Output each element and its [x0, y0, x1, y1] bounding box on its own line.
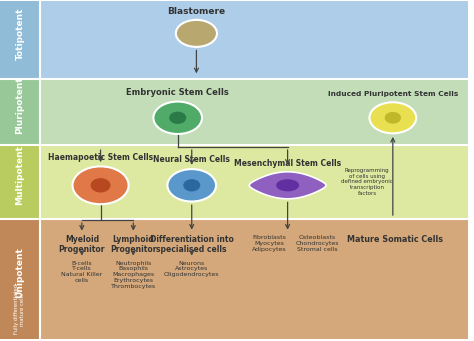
Text: B-cells
T-cells
Natural Killer
cells: B-cells T-cells Natural Killer cells [61, 261, 102, 283]
FancyBboxPatch shape [0, 1, 40, 79]
Text: Neutrophils
Basophils
Macrophages
Erythrocytes
Thrombocytes: Neutrophils Basophils Macrophages Erythr… [111, 261, 156, 289]
Text: Neural Stem Cells: Neural Stem Cells [153, 155, 230, 164]
Ellipse shape [167, 169, 216, 202]
Text: Unipotent: Unipotent [15, 247, 24, 298]
Text: Neurons
Astrocytes
Oligodendrocytes: Neurons Astrocytes Oligodendrocytes [164, 261, 219, 277]
Text: Embryonic Stem Cells: Embryonic Stem Cells [127, 88, 229, 97]
Text: Osteoblasts
Chondrocytes
Stromal cells: Osteoblasts Chondrocytes Stromal cells [295, 235, 339, 252]
Polygon shape [249, 172, 326, 199]
Text: Reprogramming
of cells using
defined embryonic
transcription
factors: Reprogramming of cells using defined emb… [341, 168, 393, 196]
Text: Totipotent: Totipotent [15, 7, 24, 60]
FancyBboxPatch shape [40, 1, 468, 79]
Text: Fully differentiated
mature cells: Fully differentiated mature cells [15, 284, 25, 335]
Text: Differentiation into
specialised cells: Differentiation into specialised cells [150, 235, 234, 254]
Text: Haemapoetic Stem Cells: Haemapoetic Stem Cells [48, 153, 153, 162]
FancyBboxPatch shape [40, 79, 468, 145]
FancyBboxPatch shape [40, 145, 468, 219]
FancyBboxPatch shape [0, 145, 40, 219]
FancyBboxPatch shape [0, 219, 40, 339]
Text: Pluripotent: Pluripotent [15, 76, 24, 134]
Text: Fibroblasts
Myocytes
Adipocytes: Fibroblasts Myocytes Adipocytes [252, 235, 286, 252]
Text: Mesenchymal Stem Cells: Mesenchymal Stem Cells [234, 159, 341, 168]
Ellipse shape [91, 178, 110, 192]
Text: Multipotent: Multipotent [15, 145, 24, 205]
Text: Blastomere: Blastomere [167, 7, 226, 16]
Ellipse shape [169, 112, 186, 124]
Ellipse shape [183, 179, 201, 191]
FancyBboxPatch shape [0, 79, 40, 145]
Ellipse shape [369, 102, 416, 133]
Text: Induced Pluripotent Stem Cells: Induced Pluripotent Stem Cells [328, 91, 458, 97]
Ellipse shape [176, 20, 217, 47]
Ellipse shape [276, 179, 299, 191]
Text: Myeloid
Progenitor: Myeloid Progenitor [59, 235, 105, 254]
Ellipse shape [385, 112, 401, 124]
Text: Mature Somatic Cells: Mature Somatic Cells [347, 235, 443, 244]
Text: Lymphoid
Progenitor: Lymphoid Progenitor [110, 235, 156, 254]
FancyBboxPatch shape [40, 219, 468, 339]
Ellipse shape [154, 102, 202, 134]
Ellipse shape [73, 166, 128, 204]
